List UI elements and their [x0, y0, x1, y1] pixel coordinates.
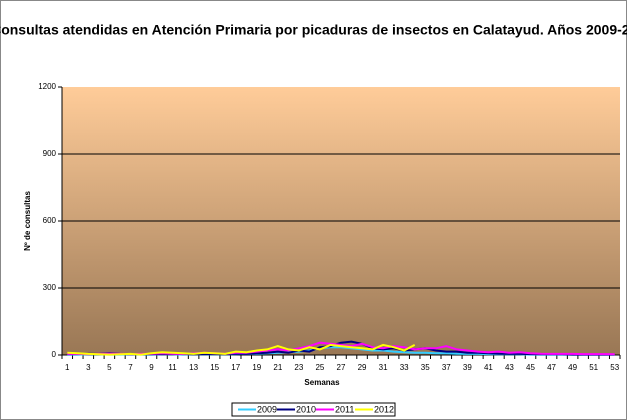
x-tick-label: 15 — [210, 363, 219, 372]
x-tick-label: 25 — [315, 363, 324, 372]
x-tick-label: 19 — [252, 363, 261, 372]
legend: 2009 2010 2011 2012 — [231, 402, 396, 417]
legend-label: 2012 — [374, 404, 394, 414]
x-tick-label: 9 — [149, 363, 154, 372]
y-tick-label: 600 — [43, 216, 57, 225]
x-tick-label: 21 — [273, 363, 282, 372]
x-tick-label: 41 — [484, 363, 493, 372]
x-tick-label: 53 — [610, 363, 619, 372]
x-tick-label: 23 — [294, 363, 303, 372]
x-tick-label: 31 — [379, 363, 388, 372]
y-axis-label: Nº de consultas — [23, 191, 32, 251]
x-tick-label: 51 — [589, 363, 598, 372]
series-line — [67, 343, 416, 356]
x-tick-label: 3 — [86, 363, 91, 372]
x-tick-label: 39 — [463, 363, 472, 372]
y-tick-label: 1200 — [38, 82, 56, 91]
chart-title: Consultas atendidas en Atención Primaria… — [0, 22, 627, 38]
x-tick-label: 1 — [65, 363, 70, 372]
x-axis-label: Semanas — [304, 378, 340, 387]
y-tick-label: 0 — [52, 350, 57, 359]
x-tick-label: 11 — [168, 363, 177, 372]
x-tick-label: 7 — [128, 363, 133, 372]
x-tick-label: 49 — [568, 363, 577, 372]
x-tick-label: 27 — [337, 363, 346, 372]
x-tick-label: 47 — [547, 363, 556, 372]
x-tick-label: 43 — [505, 363, 514, 372]
x-tick-label: 5 — [107, 363, 112, 372]
y-tick-label: 300 — [43, 283, 57, 292]
legend-box — [231, 402, 396, 417]
x-tick-label: 33 — [400, 363, 409, 372]
x-tick-label: 29 — [358, 363, 367, 372]
x-tick-label: 45 — [526, 363, 535, 372]
legend-label: 2010 — [296, 404, 316, 414]
legend-label: 2009 — [257, 404, 277, 414]
x-tick-label: 37 — [442, 363, 451, 372]
x-tick-label: 17 — [231, 363, 240, 372]
y-tick-label: 900 — [43, 149, 57, 158]
x-tick-label: 13 — [189, 363, 198, 372]
x-tick-label: 35 — [421, 363, 430, 372]
legend-label: 2011 — [335, 404, 354, 414]
